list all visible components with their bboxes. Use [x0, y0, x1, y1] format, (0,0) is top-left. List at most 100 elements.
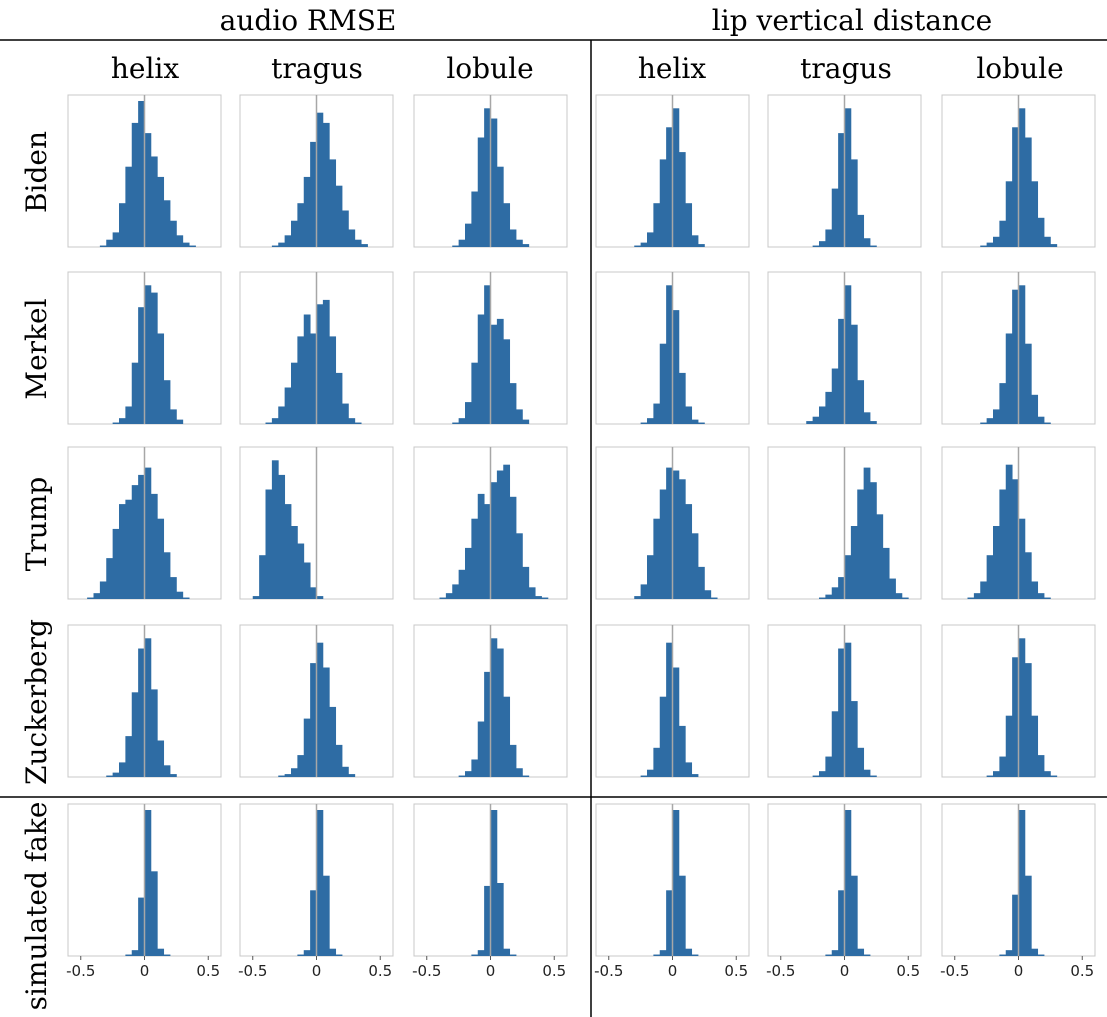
histogram-bar: [354, 422, 362, 424]
histogram-bar: [278, 242, 286, 247]
histogram-bar: [112, 232, 120, 247]
histogram-bar: [691, 954, 699, 956]
histogram-bar: [342, 403, 349, 424]
histogram-bar: [850, 875, 858, 956]
histogram-bar: [316, 596, 324, 599]
histogram-bar: [316, 112, 324, 248]
histogram-bar: [1031, 394, 1039, 424]
histogram-bar: [112, 772, 120, 777]
histogram-bar: [838, 577, 845, 599]
histogram-bar: [685, 504, 693, 599]
histogram-bar: [144, 638, 152, 777]
histogram-bar: [844, 285, 852, 424]
panel-zuckerberg-lip-vertical-distance-tragus: [767, 624, 922, 778]
histogram-bar: [176, 591, 184, 599]
histogram-bar: [252, 596, 260, 599]
histogram-bar: [445, 593, 453, 599]
histogram-bar: [857, 214, 865, 247]
histogram-bar: [471, 362, 479, 424]
histogram-bar: [1031, 715, 1039, 777]
histogram-bar: [691, 419, 699, 424]
histogram-bar: [844, 555, 852, 599]
histogram-bar: [999, 489, 1007, 599]
histogram-bar: [522, 566, 530, 599]
histogram-bar: [465, 402, 472, 424]
histogram-bar: [458, 418, 466, 424]
histogram-bar: [176, 235, 184, 247]
histogram-bar: [138, 307, 145, 424]
x-tick-label: -0.5: [66, 962, 95, 980]
histogram-bar: [882, 547, 890, 599]
histogram-bar: [322, 667, 330, 777]
histogram-bar: [284, 387, 292, 424]
histogram-bar: [138, 648, 145, 777]
histogram-bar: [812, 775, 820, 777]
histogram-bar: [838, 890, 845, 956]
histogram-bar: [150, 689, 158, 777]
histogram-bar: [672, 470, 680, 599]
histogram-bar: [503, 948, 511, 956]
histogram-bar: [812, 416, 820, 424]
histogram-bar: [1024, 137, 1032, 247]
histogram-bar: [496, 883, 504, 956]
panel-trump-audio-rmse-tragus: [239, 446, 394, 600]
histogram-bar: [496, 648, 504, 777]
histogram-panels: -0.5 0 0.5 -0.5 0 0.5 -0.5 0 0.5 -0.5 0 0.5 -0.5 0 0.5…: [66, 94, 1096, 980]
histogram-bar: [870, 245, 877, 247]
panel-simulated-fake-lip-vertical-distance-helix: -0.5 0 0.5: [594, 803, 750, 980]
histogram-bar: [99, 581, 107, 599]
histogram-bar: [303, 562, 311, 599]
histogram-bar: [310, 890, 317, 956]
histogram-bar: [850, 324, 858, 424]
histogram-bar: [144, 285, 152, 424]
histogram-bar: [634, 245, 642, 247]
histogram-bar: [125, 736, 133, 777]
histogram-bar: [112, 528, 120, 599]
x-tick-label: 0.5: [896, 962, 920, 980]
histogram-bar: [303, 314, 311, 424]
histogram-bar: [138, 474, 145, 599]
histogram-bar: [458, 239, 466, 247]
histogram-bar: [993, 526, 1000, 599]
histogram-bar: [157, 176, 165, 247]
histogram-bar: [1044, 771, 1051, 777]
column-header-lobule-audio: lobule: [446, 52, 533, 85]
histogram-bar: [1031, 181, 1039, 247]
x-tick-label: -0.5: [766, 962, 795, 980]
histogram-bar: [1012, 289, 1019, 424]
panel-merkel-audio-rmse-helix: [67, 271, 222, 425]
histogram-bar: [125, 166, 133, 247]
histogram-bar: [901, 597, 909, 599]
histogram-bar: [666, 467, 673, 599]
histogram-bar: [291, 362, 298, 424]
histogram-bar: [297, 755, 305, 777]
histogram-bar: [335, 954, 343, 956]
histogram-bar: [303, 176, 311, 247]
histogram-bar: [503, 339, 511, 424]
histogram-bar: [170, 220, 177, 247]
panel-merkel-audio-rmse-lobule: [413, 271, 568, 425]
table-rules: [0, 39, 1107, 1017]
histogram-bar: [863, 412, 871, 424]
histogram-bar: [857, 489, 865, 599]
x-tick-label: 0.5: [368, 962, 392, 980]
histogram-bar: [484, 885, 491, 956]
histogram-bar: [659, 489, 667, 599]
histogram-bar: [265, 422, 273, 424]
histogram-bar: [993, 236, 1000, 247]
histogram-bar: [528, 587, 536, 599]
histogram-bar: [986, 775, 994, 777]
panel-trump-lip-vertical-distance-tragus: [767, 446, 922, 600]
histogram-bar: [678, 875, 686, 956]
histogram-bar: [522, 775, 530, 777]
histogram-bar: [831, 950, 839, 956]
histogram-bar: [647, 418, 654, 424]
histogram-bar: [831, 188, 839, 247]
column-header-tragus-lip: tragus: [800, 52, 892, 85]
histogram-bar: [271, 245, 279, 247]
histogram-bar: [119, 203, 126, 247]
histogram-bar: [297, 336, 305, 424]
histogram-bar: [348, 418, 356, 424]
histogram-bar: [653, 954, 661, 956]
